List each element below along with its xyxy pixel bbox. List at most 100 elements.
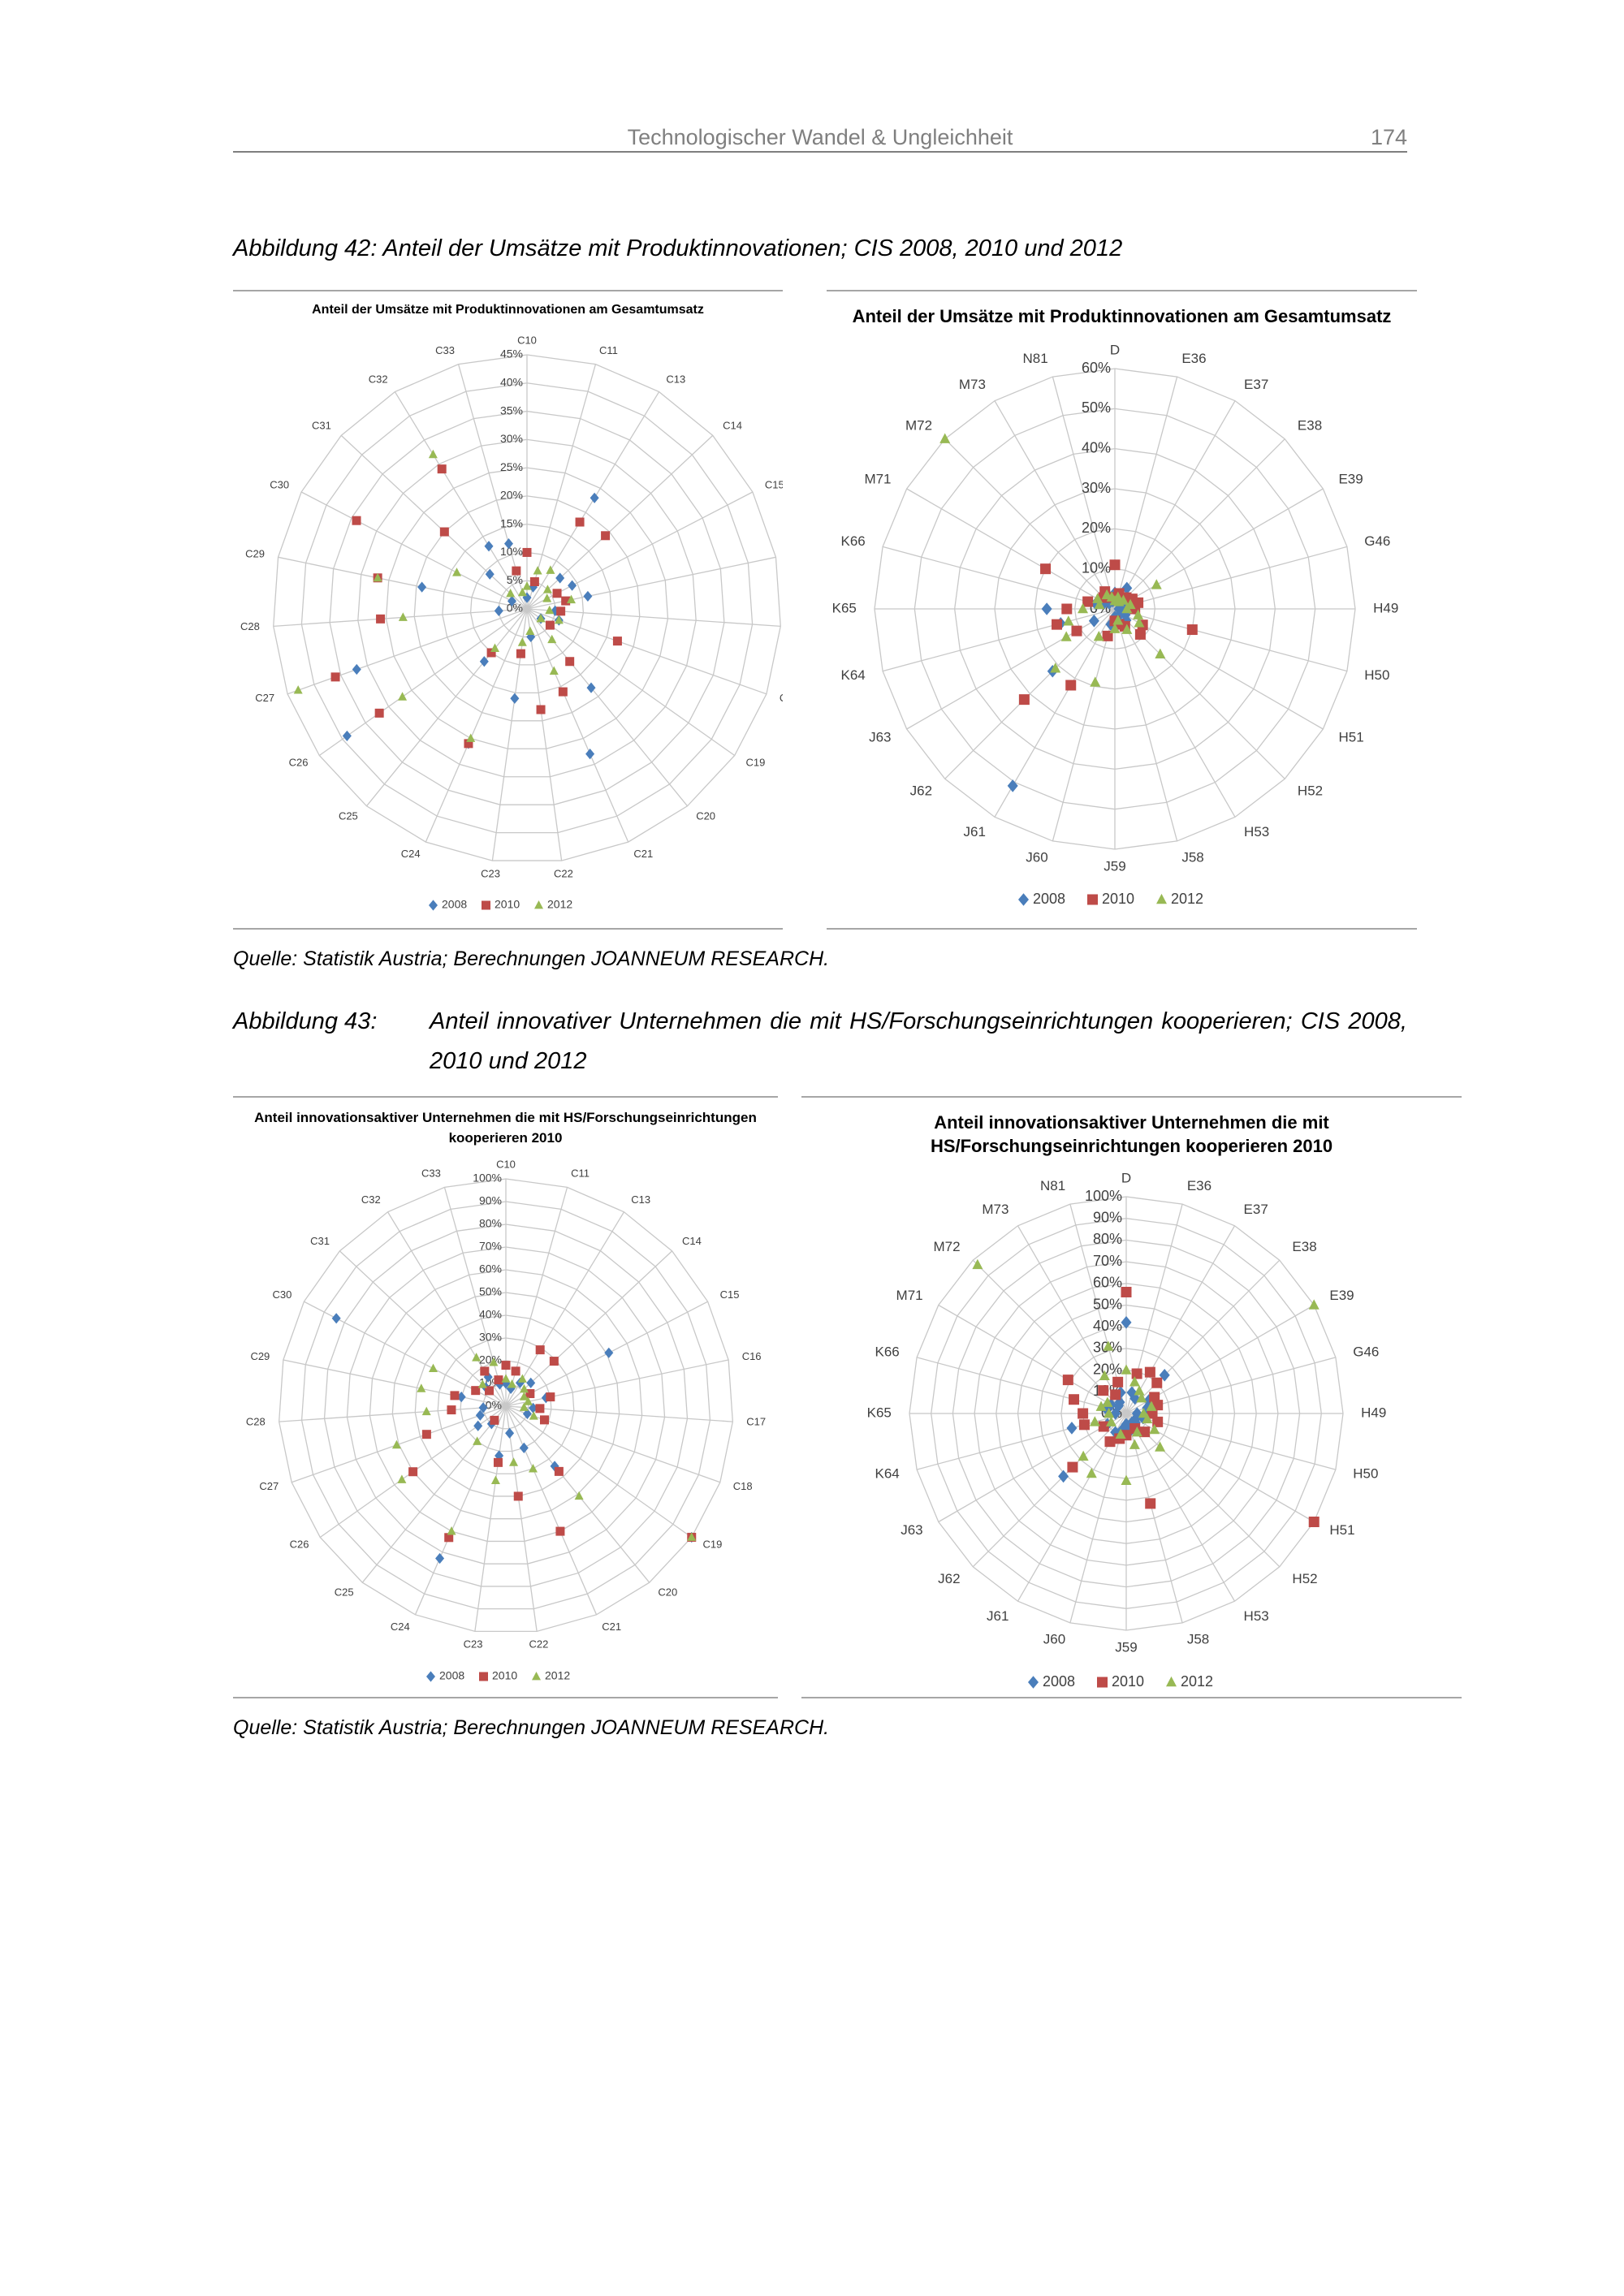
grid-ring [300,1201,711,1610]
data-point [1129,1376,1140,1387]
category-label: J59 [1115,1640,1137,1655]
data-point [1146,1400,1157,1411]
data-point [1078,1408,1089,1419]
data-point [331,1313,341,1324]
data-point [1063,615,1074,626]
spoke [361,1405,507,1583]
data-point [583,590,593,602]
category-label: D [1121,1170,1131,1185]
data-point [525,1389,535,1399]
data-point [601,531,611,541]
legend-marker [482,900,490,910]
data-point [1134,617,1145,628]
category-label: C14 [682,1235,702,1247]
data-point [517,587,527,597]
header-rule [233,151,1407,153]
data-point [1159,1369,1170,1382]
data-point [536,613,546,623]
y-tick-label: 15% [500,516,523,529]
data-point [1098,1421,1109,1432]
category-label: C31 [312,419,331,431]
data-point [585,749,595,760]
data-point [519,1402,529,1411]
data-point [503,538,513,550]
data-point [546,1392,555,1402]
spoke [443,1187,507,1407]
spoke [340,434,528,610]
data-point [473,1420,483,1431]
data-point [555,572,565,584]
category-label: C19 [703,1539,723,1551]
y-tick-label: 5% [507,573,523,586]
y-tick-label: 60% [479,1262,502,1275]
spoke [1069,1413,1127,1624]
y-tick-label: 20% [500,489,523,502]
legend-marker [1028,1676,1039,1689]
data-point [1121,1286,1132,1297]
data-point [1131,1368,1142,1379]
y-tick-label: 80% [479,1217,502,1230]
data-point [1078,602,1089,614]
data-point [485,568,495,580]
spoke [526,491,754,610]
data-point [1078,1450,1089,1461]
data-point [490,643,499,652]
category-label: C25 [339,809,358,822]
spoke [414,1405,507,1616]
radar-chart: D E36 E37 E38 E39 G46 H49 H50 H51 H52 H53 J58 J59 J60… [832,342,1399,906]
spoke [1052,608,1116,842]
data-point [558,687,568,697]
legend-label: 2010 [492,1669,517,1682]
category-label: H51 [1329,1522,1354,1538]
category-label: C21 [633,848,653,860]
data-point [522,1408,532,1419]
spoke [318,608,528,757]
data-point [1099,1370,1110,1380]
category-label: C26 [289,757,309,769]
data-point [1095,1400,1107,1411]
data-point [1112,615,1124,625]
figure-caption: Abbildung 43: Anteil innovativer Unterne… [233,1002,1407,1081]
data-point [1139,1426,1151,1438]
category-label: C19 [746,757,766,769]
data-point [397,1474,407,1483]
data-point [447,1526,456,1535]
data-point [1041,602,1052,615]
data-point [429,1363,438,1373]
data-point [1098,1385,1109,1396]
y-tick-label: 60% [1082,360,1111,376]
category-label: N81 [1022,351,1047,366]
data-point [1121,1474,1132,1485]
y-tick-label: 30% [1082,480,1111,496]
data-point [549,666,559,675]
data-point [471,1386,481,1396]
category-label: C22 [529,1638,548,1651]
spoke [425,608,528,843]
grid-ring [469,551,585,666]
grid-ring [391,1292,620,1520]
data-point [1060,631,1072,641]
data-point [398,612,408,621]
grid-ring [442,524,612,694]
spoke [944,438,1116,610]
category-label: C29 [250,1350,270,1362]
data-point [342,730,352,742]
legend-label: 2008 [442,898,467,911]
category-label: C24 [391,1621,410,1633]
data-point [417,1383,426,1392]
data-point [1151,1377,1163,1388]
category-label: M72 [905,418,932,434]
data-point [590,492,599,503]
spoke [283,1359,507,1407]
y-tick-label: 60% [1093,1275,1122,1291]
category-label: C18 [733,1480,753,1492]
spoke [938,1304,1127,1414]
category-label: C29 [245,547,265,559]
legend-label: 2012 [547,898,572,911]
y-tick-label: 100% [473,1172,502,1185]
category-label: C27 [255,692,274,704]
data-point [516,649,525,658]
category-label: J59 [1104,859,1125,874]
chart-title: Anteil der Umsätze mit Produktinnovation… [852,306,1392,326]
data-point [472,1353,482,1362]
